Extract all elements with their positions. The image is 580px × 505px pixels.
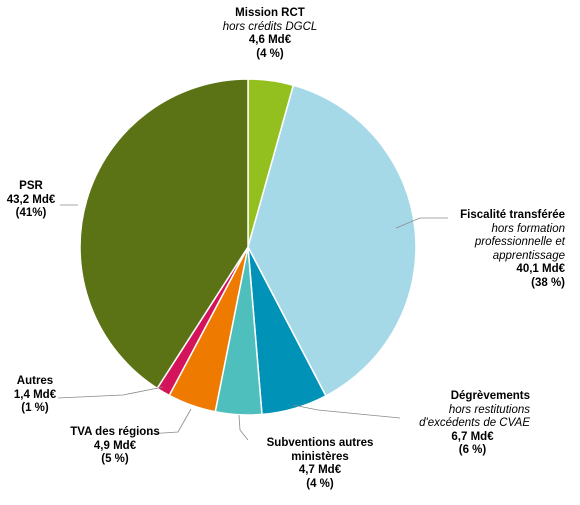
leader-line-degrevements <box>292 404 401 419</box>
label-tva-name: TVA des régions <box>70 426 160 438</box>
label-subventions-name-2: ministères <box>291 450 349 463</box>
label-psr-pct: (41%) <box>15 207 47 219</box>
label-fiscalite: Fiscalité transférée hors formation prof… <box>400 209 565 290</box>
label-tva: TVA des régions 4,9 Md€ (5 %) <box>60 426 170 467</box>
label-autres-name: Autres <box>16 375 54 387</box>
leader-lines <box>57 204 448 441</box>
label-psr-name: PSR <box>19 180 43 192</box>
label-fiscalite-sub-3: apprentissage <box>492 249 565 262</box>
label-degrevements-name: Dégrèvements <box>450 390 530 402</box>
label-degrevements: Dégrèvements hors restitutions d'excéden… <box>360 390 530 458</box>
label-fiscalite-name: Fiscalité transférée <box>460 209 565 221</box>
label-degrevements-pct: (6 %) <box>458 444 487 456</box>
leader-line-fiscalite <box>395 217 448 229</box>
pie-slices <box>79 78 417 416</box>
label-subventions-name: Subventions autres <box>266 437 374 449</box>
label-fiscalite-sub-1: hors formation <box>491 222 565 235</box>
label-degrevements-sub-2: d'excédents de CVAE <box>419 417 530 429</box>
pie-slice-6 <box>79 78 249 390</box>
label-mission-rct: Mission RCT hors crédits DGCL 4,6 Md€ (4… <box>205 7 335 61</box>
label-tva-value: 4,9 Md€ <box>93 439 137 452</box>
leader-line-tva <box>147 408 192 435</box>
label-autres: Autres 1,4 Md€ (1 %) <box>5 375 65 416</box>
label-fiscalite-sub-2: professionnelle et <box>474 236 565 248</box>
label-mission-rct-value: 4,6 Md€ <box>248 34 292 46</box>
label-subventions: Subventions autres ministères 4,7 Md€ (4… <box>245 437 395 491</box>
pie-slice-1 <box>247 84 417 397</box>
leader-line-subventions <box>238 414 249 441</box>
label-subventions-pct: (4 %) <box>306 477 334 490</box>
label-psr: PSR 43,2 Md€ (41%) <box>0 180 62 221</box>
label-degrevements-value: 6,7 Md€ <box>451 430 494 443</box>
label-fiscalite-value: 40,1 Md€ <box>516 263 565 275</box>
leader-line-autres <box>57 386 164 399</box>
label-subventions-value: 4,7 Md€ <box>298 464 342 476</box>
label-degrevements-sub-1: hors restitutions <box>448 403 530 416</box>
label-mission-rct-sub: hors crédits DGCL <box>222 20 318 33</box>
label-autres-pct: (1 %) <box>21 402 49 414</box>
label-fiscalite-pct: (38 %) <box>531 276 565 289</box>
label-psr-value: 43,2 Md€ <box>6 193 56 206</box>
label-tva-pct: (5 %) <box>101 453 129 465</box>
label-mission-rct-pct: (4 %) <box>256 47 284 60</box>
label-mission-rct-name: Mission RCT <box>235 7 305 19</box>
label-autres-value: 1,4 Md€ <box>13 388 57 401</box>
